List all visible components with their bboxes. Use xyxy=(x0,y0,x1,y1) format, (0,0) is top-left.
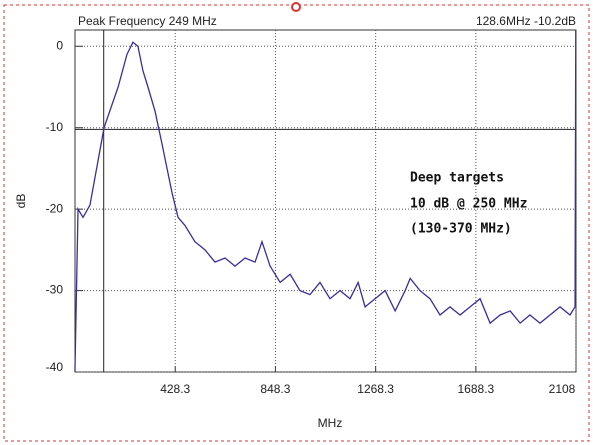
cursor-readout: 128.6MHz -10.2dB xyxy=(476,14,576,28)
x-tick-label: 1688.3 xyxy=(458,382,495,396)
frame xyxy=(3,4,590,442)
x-axis-label: MHz xyxy=(318,416,343,430)
y-tick-label: -10 xyxy=(46,120,64,134)
y-tick-label: 0 xyxy=(56,38,63,52)
y-tick-label: -20 xyxy=(46,201,64,215)
x-tick-label: 428.3 xyxy=(160,382,190,396)
y-tick-label: -40 xyxy=(46,360,64,374)
annotation: 10 dB @ 250 MHz xyxy=(410,197,527,212)
annotation: Deep targets xyxy=(410,171,504,186)
x-tick-label: 2108 xyxy=(549,382,576,396)
annotation: (130-370 MHz) xyxy=(410,222,512,237)
series-line xyxy=(74,29,577,373)
x-tick-label: 1268.3 xyxy=(357,382,394,396)
chart-title: Peak Frequency 249 MHz xyxy=(78,14,217,28)
y-axis-label: dB xyxy=(14,194,28,209)
handle xyxy=(291,2,301,12)
x-tick-label: 848.3 xyxy=(260,382,290,396)
y-tick-label: -30 xyxy=(46,283,64,297)
